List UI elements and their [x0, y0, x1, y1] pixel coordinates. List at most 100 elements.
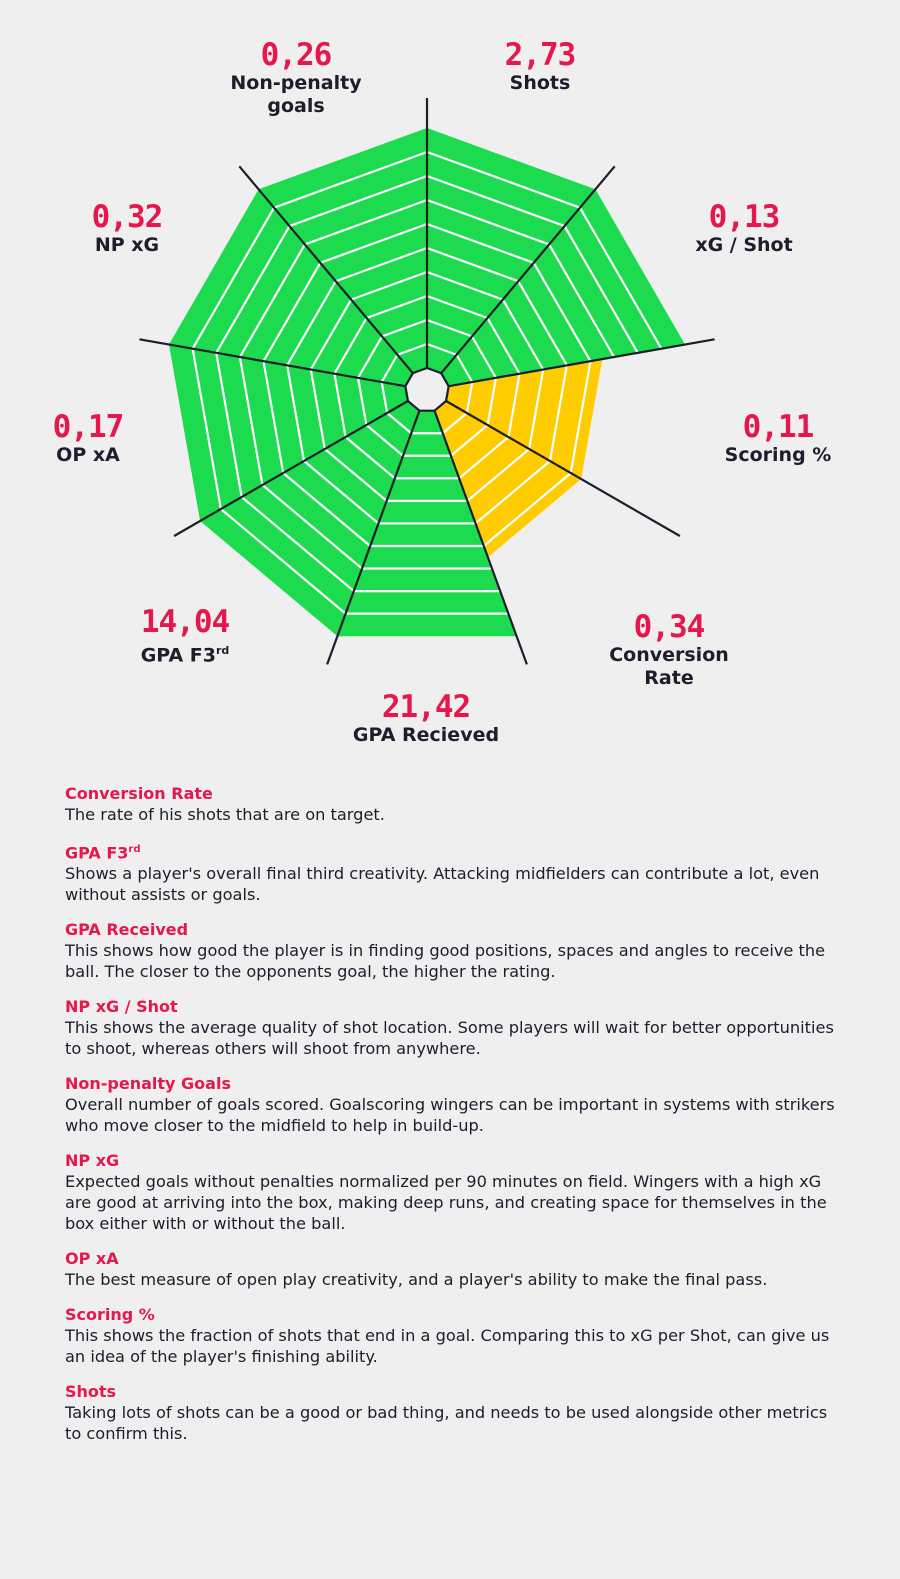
stat-label-scoring: 0,11 Scoring % [725, 410, 832, 467]
glossary-entry: NP xG Expected goals without penalties no… [65, 1150, 845, 1234]
stat-label-gpa-recieved: 21,42 GPA Recieved [353, 690, 499, 747]
ring-line [309, 369, 326, 450]
stat-name-sup: rd [215, 644, 230, 657]
stat-label-conversion-rate: 0,34 Conversion Rate [609, 610, 729, 690]
stat-value: 0,32 [91, 199, 164, 235]
ring-line [286, 280, 337, 366]
ring-line [579, 207, 663, 350]
ring-line [426, 174, 565, 228]
glossary-text: Shows a player's overall final third cre… [65, 864, 820, 905]
axis-line [433, 410, 528, 665]
axis-line [238, 165, 414, 374]
ring-line [380, 381, 389, 414]
glossary-entry: Non-penalty Goals Overall number of goals… [65, 1073, 845, 1136]
ring-line [471, 335, 497, 379]
ring-line [215, 352, 243, 498]
glossary-text: The best measure of open play creativity… [65, 1270, 768, 1290]
stat-label-shots: 2,73 Shots [505, 38, 577, 95]
axis-line [173, 400, 409, 537]
ring-line [381, 318, 428, 338]
glossary-term: GPA Received [65, 920, 189, 940]
ring-line [517, 280, 568, 366]
glossary-entry: GPA Received This shows how good the play… [65, 919, 845, 982]
glossary-entry: GPA F3rd Shows a player's overall final t… [65, 839, 845, 905]
stat-name: Non-penalty goals [230, 72, 362, 117]
ring-line [548, 243, 616, 358]
ring-line [215, 225, 291, 354]
glossary-term: NP xG / Shot [65, 997, 178, 1017]
ring-line [262, 262, 322, 362]
ring-line [238, 356, 264, 486]
ring-line [286, 365, 306, 462]
glossary-text: This shows the fraction of shots that en… [65, 1326, 830, 1367]
ring-line [397, 342, 428, 356]
center-hub [404, 366, 450, 412]
glossary-term: Non-penalty Goals [65, 1074, 231, 1094]
ring-line [304, 198, 428, 246]
ring-line [261, 484, 363, 570]
stat-value: 0,34 [633, 609, 706, 645]
wedge-op-xa [168, 344, 408, 521]
ring-line [357, 335, 383, 379]
glossary-text: Taking lots of shots can be a good or ba… [65, 1403, 828, 1444]
axis-line [139, 338, 406, 388]
ring-line [238, 243, 306, 358]
ring-line [344, 436, 396, 480]
radar-svg [139, 98, 715, 665]
ring-line [426, 246, 519, 283]
axis-line [448, 338, 715, 388]
ring-line [426, 318, 473, 338]
radar-chart: 2,73 Shots 0,13 xG / Shot 0,11 Scoring % 0,34 C… [0, 0, 900, 770]
stat-value: 0,17 [52, 409, 125, 445]
ring-line [319, 222, 428, 264]
ring-line [450, 424, 489, 457]
stat-name: OP xA [56, 444, 120, 466]
ring-line [309, 299, 353, 371]
stat-name: Scoring % [724, 444, 832, 466]
ring-line [356, 377, 368, 426]
stat-label-gpa-f3: 14,04 GPA F3rd [141, 605, 230, 667]
ring-line [442, 412, 468, 435]
stat-label-op-xa: 0,17 OP xA [52, 409, 125, 467]
ring-line [426, 270, 504, 301]
glossary-term: GPA F3rd [65, 843, 141, 863]
ring-line [455, 354, 474, 383]
ring-line [191, 207, 275, 350]
ring-line [191, 348, 222, 510]
wedge-gpa-f3 [200, 401, 420, 637]
glossary-text: This shows the average quality of shot l… [65, 1018, 834, 1059]
glossary-entry: Scoring % This shows the fraction of shot… [65, 1304, 845, 1367]
ring-line [335, 246, 428, 283]
glossary-term-sup: rd [128, 844, 141, 855]
ring-line [426, 222, 535, 264]
glossary-term: Scoring % [65, 1305, 155, 1325]
glossary-text: This shows how good the player is in fin… [65, 941, 826, 982]
ring-line [386, 412, 412, 435]
ring-line [333, 317, 368, 375]
glossary: Conversion Rate The rate of his shots tha… [65, 783, 845, 1458]
axis-line [326, 410, 421, 665]
ring-line [303, 460, 380, 525]
ring-line [563, 225, 639, 354]
ring-line [426, 198, 550, 246]
stat-name: NP xG [94, 234, 160, 256]
ring-line [350, 270, 428, 301]
stat-name: GPA Recieved [352, 724, 500, 746]
ring-line [324, 448, 388, 502]
ring-line [366, 294, 428, 320]
ring-line [528, 369, 545, 450]
stat-value: 0,26 [260, 37, 333, 73]
glossary-text: Expected goals without penalties normali… [65, 1172, 827, 1234]
stat-label-np-xg: 0,32 NP xG [91, 199, 164, 257]
glossary-text: The rate of his shots that are on target… [65, 805, 385, 824]
stat-value: 0,11 [742, 409, 815, 445]
ring-line [507, 373, 521, 438]
axis-line [445, 400, 681, 537]
stat-name: xG / Shot [695, 234, 793, 256]
ring-line [501, 299, 545, 371]
glossary-entry: Shots Taking lots of shots can be a good … [65, 1381, 845, 1444]
ring-line [220, 508, 347, 615]
ring-line [486, 377, 498, 426]
ring-line [426, 342, 457, 356]
stat-value: 0,13 [708, 199, 781, 235]
